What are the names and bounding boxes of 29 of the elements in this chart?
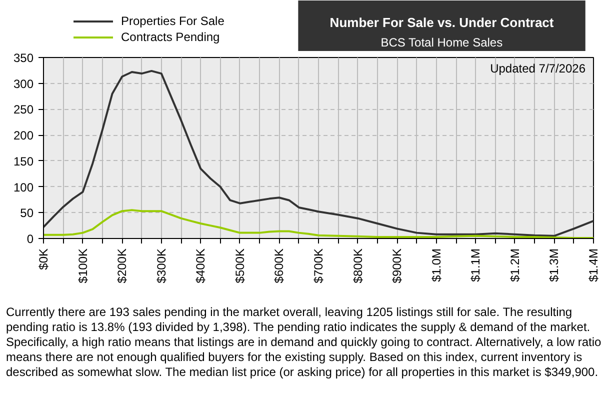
x-tick-label: $900K — [390, 248, 404, 284]
y-tick-label: 300 — [13, 76, 34, 91]
y-tick-label: 50 — [20, 206, 34, 220]
x-tick-label: $300K — [154, 248, 168, 284]
x-tick-label: $0K — [36, 248, 50, 270]
x-tick-label: $800K — [350, 248, 365, 284]
x-tick-label: $1.1M — [468, 248, 483, 282]
x-tick-label: $1.3M — [547, 248, 562, 282]
y-tick-label: 0 — [26, 232, 34, 246]
x-tick-label: $400K — [194, 248, 208, 284]
x-tick-label: $1.2M — [508, 248, 522, 282]
y-tick-label: 150 — [13, 154, 34, 168]
x-tick-label: $700K — [312, 248, 326, 284]
x-tick-label: $1.4M — [586, 248, 600, 282]
x-tick-label: $500K — [232, 248, 247, 284]
text: Currently there are 193 sales pending in the market overall, leaving 1205 listings still for sale. The resulting pending ratio is 13.8% (193 divided by 1,398). The pending ratio indicates the supply & demand of the market. Specifically, a high ratio means that listings are in demand and quickly going to contract. Alternatively, a low ratio means there are not enough qualified buyers for the existing supply. Based on this index, current inventory is described as somewhat slow. The median list price (or asking price) for all properties in this market is $349,900. — [6, 305, 602, 380]
y-tick-label: 350 — [13, 51, 34, 65]
legend-label: Contracts Pending — [121, 29, 220, 45]
x-tick-label: $600K — [272, 248, 286, 284]
y-tick-label: 250 — [13, 102, 34, 117]
y-tick-label: 100 — [13, 180, 34, 194]
chart-subtitle: BCS Total Home Sales — [380, 36, 503, 50]
x-tick-label: $100K — [76, 248, 90, 284]
x-tick-label: $1.0M — [429, 248, 444, 282]
y-tick-label: 200 — [13, 128, 34, 143]
legend-label: Properties For Sale — [121, 13, 224, 29]
annotation: Updated 7/7/2026 — [490, 62, 586, 76]
x-tick-label: $200K — [115, 248, 130, 284]
chart-title: Number For Sale vs. Under Contract — [330, 15, 554, 30]
